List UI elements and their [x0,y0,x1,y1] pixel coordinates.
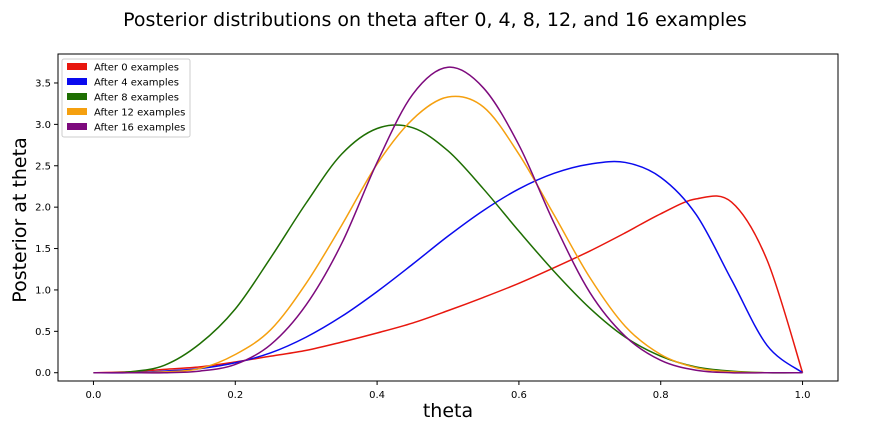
x-tick-label: 0.4 [369,390,385,401]
y-tick-label: 0.5 [35,327,51,338]
x-tick-label: 0.0 [86,390,102,401]
y-tick-label: 3.0 [35,120,51,131]
legend-label: After 4 examples [94,78,179,89]
y-tick-label: 2.0 [35,203,51,214]
legend-swatch [67,63,87,70]
series-line-4 [93,95,803,374]
legend-box [61,58,191,138]
legend-label: After 8 examples [94,93,179,104]
series-line-2 [93,160,804,374]
chart-title: Posterior distributions on theta after 0… [123,9,747,31]
y-tick-label: 0.0 [35,368,51,379]
legend-label: After 16 examples [94,123,185,134]
y-tick-label: 2.5 [35,161,51,172]
x-tick-label: 0.8 [653,390,669,401]
series-lines [93,66,804,374]
x-tick-label: 0.6 [511,390,527,401]
y-tick-label: 1.5 [35,244,51,255]
legend-swatch [67,108,87,115]
y-axis: 0.0 0.5 1.0 1.5 2.0 2.5 3.0 3.5 [35,78,58,379]
legend-label: After 0 examples [94,63,179,74]
legend-swatch [67,123,87,130]
series-line-5 [93,66,803,374]
y-axis-title: Posterior at theta [9,137,31,302]
legend-label: After 12 examples [94,108,185,119]
x-tick-label: 0.2 [227,390,243,401]
legend: After 0 examples After 4 examples After 8 … [61,58,191,138]
y-tick-label: 1.0 [35,285,51,296]
legend-swatch [67,78,87,85]
x-axis-title: theta [423,400,473,422]
legend-swatch [67,93,87,100]
y-tick-label: 3.5 [35,78,51,89]
x-axis: 0.0 0.2 0.4 0.6 0.8 1.0 [86,381,811,401]
x-tick-label: 1.0 [795,390,811,401]
